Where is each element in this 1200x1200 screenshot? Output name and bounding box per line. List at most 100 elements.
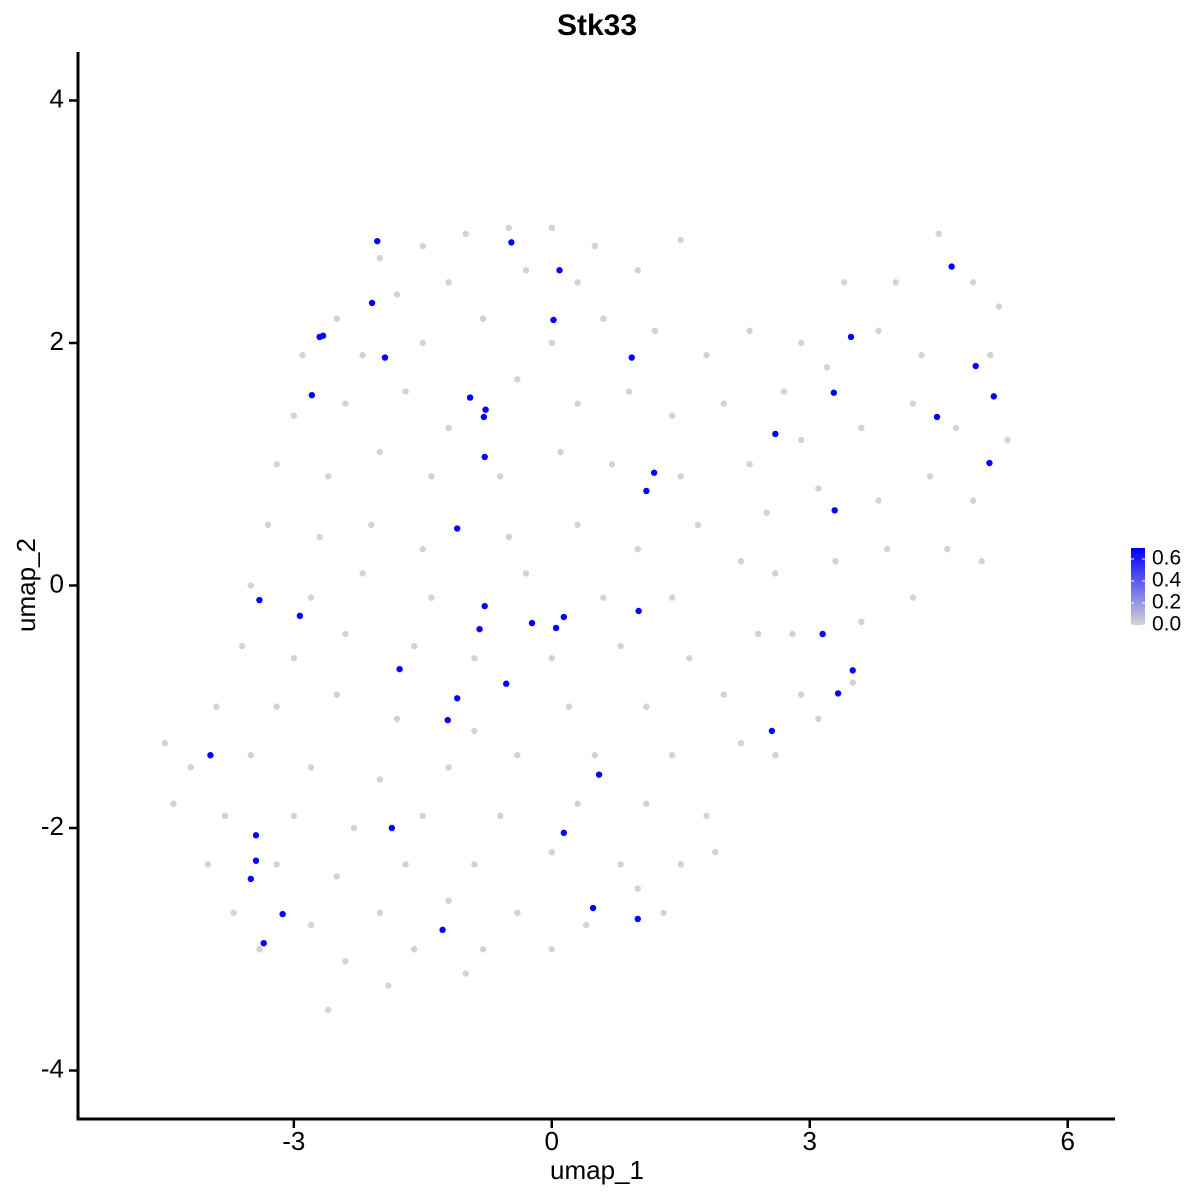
cell-point [987,351,994,359]
cell-point [505,224,512,232]
cell-point [651,327,659,335]
x-tick-label: 6 [1060,1126,1074,1156]
cell-point [479,315,487,322]
cell-point [505,533,512,541]
cell-point [481,453,488,461]
cell-point [522,267,530,274]
cell-point [419,339,427,347]
x-tick-label: 3 [803,1126,817,1156]
cell-point [264,521,272,529]
cell-point [797,436,805,444]
y-tick-label: -4 [41,1053,64,1083]
cell-point [858,424,865,432]
cell-point [789,630,796,638]
cell-point [402,861,409,868]
cell-point [595,771,603,778]
cell-point [376,448,384,456]
cell-point [772,570,779,577]
cell-point [548,339,555,347]
cell-point [720,400,727,407]
cell-point [591,242,598,250]
cell-point [428,473,435,480]
points [161,224,1011,1014]
color-tick-label: 0.0 [1152,613,1181,636]
cell-point [393,291,401,298]
y-tick-label: 4 [50,83,64,113]
cell-point [445,764,452,771]
cell-point [969,497,977,504]
cell-point [969,279,977,286]
cell-point [768,727,776,735]
cell-point [273,703,280,710]
cell-point [454,695,461,702]
cell-point [677,473,684,480]
cell-point [428,594,435,601]
cell-point [503,680,510,687]
cell-point [560,829,568,837]
cell-point [574,800,581,807]
cell-point [909,594,917,601]
cell-point [471,861,478,868]
cell-point [600,594,607,601]
cell-point [737,739,745,747]
cell-point [883,545,891,553]
cell-point [481,602,488,610]
cell-point [668,412,676,419]
cell-point [342,958,349,965]
cell-point [161,739,169,747]
cell-point [333,315,341,322]
y-tick-label: 0 [50,568,64,598]
cell-point [634,267,641,274]
cell-point [933,413,941,421]
cell-point [260,939,267,947]
cell-point [830,389,838,396]
cell-point [388,824,396,832]
cell-point [204,861,212,868]
cell-point [686,655,693,662]
cell-point [892,279,899,286]
x-axis-title: umap_1 [550,1155,644,1185]
cell-point [342,400,349,407]
cell-point [350,824,358,832]
cell-point [694,521,702,529]
cell-point [650,469,658,476]
cell-point [514,909,521,917]
cell-point [643,487,650,495]
cell-point [471,727,478,735]
cell-point [479,946,487,953]
cell-point [213,703,220,710]
cell-point [677,861,684,868]
cell-point [256,596,263,604]
cell-point [514,752,521,759]
cell-point [307,594,315,601]
cell-point [359,351,366,359]
cell-point [376,776,384,783]
cell-point [508,239,515,246]
cell-point [780,388,788,395]
cell-point [617,642,624,650]
cell-point [402,388,409,395]
color-tick-label: 0.2 [1152,591,1181,614]
y-tick-label: -2 [41,811,64,841]
cell-point [256,946,263,953]
cell-point [273,461,280,468]
cell-point [763,509,770,516]
cell-point [948,263,955,270]
cell-point [528,619,536,627]
cell-point [419,812,427,820]
cell-point [634,885,641,892]
cell-point [471,655,478,662]
cell-point [247,875,255,883]
cell-point [299,351,306,359]
cell-point [419,242,427,250]
cell-point [737,558,745,565]
color-bar [1131,548,1145,625]
cell-point [496,473,504,480]
x-tick-label: 0 [545,1126,559,1156]
cell-point [252,857,260,864]
cell-point [359,570,366,577]
cell-point [634,545,641,553]
cell-point [668,752,676,759]
cell-point [273,861,280,868]
cell-point [466,394,474,401]
